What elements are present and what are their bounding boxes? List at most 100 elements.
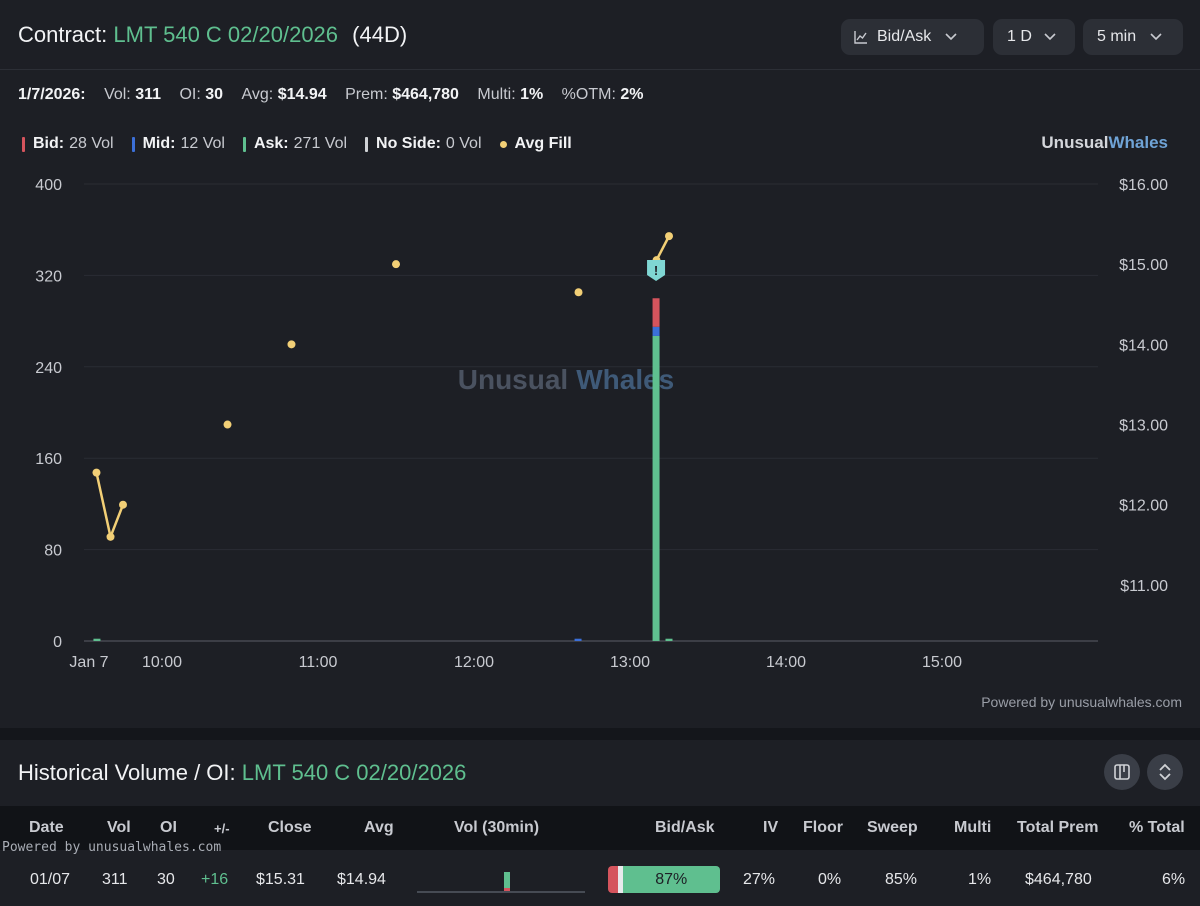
volume-bar-ask bbox=[93, 638, 101, 641]
y-left-tick-label: 240 bbox=[35, 360, 62, 377]
avg-fill-point bbox=[287, 340, 296, 349]
avg-fill-point bbox=[665, 232, 673, 241]
col-vol-30min[interactable]: Vol (30min) bbox=[454, 819, 540, 836]
avg-fill-line bbox=[655, 235, 671, 261]
legend-ask[interactable]: Ask: 271 Vol bbox=[242, 135, 348, 153]
col-total-prem[interactable]: Total Prem bbox=[1017, 819, 1099, 836]
sparkline-ask-bar bbox=[504, 872, 510, 891]
cell-pct-total: 6% bbox=[1162, 871, 1186, 888]
powered-by-footer[interactable]: Powered by unusualwhales.com bbox=[981, 694, 1182, 710]
legend-mid-label: Mid: bbox=[142, 135, 176, 152]
y-left-tick-label: 320 bbox=[35, 268, 62, 285]
col-bid-ask[interactable]: Bid/Ask bbox=[655, 819, 715, 836]
avg-fill-point bbox=[574, 288, 583, 297]
contract-title: Contract: LMT 540 C 02/20/2026 (44D) bbox=[18, 22, 407, 48]
contract-symbol[interactable]: LMT 540 C 02/20/2026 bbox=[113, 22, 339, 47]
avg-fill-swatch bbox=[499, 140, 507, 148]
cell-avg: $14.94 bbox=[337, 871, 386, 888]
chevron-down-icon bbox=[1044, 33, 1056, 41]
chart-grid bbox=[84, 183, 1098, 551]
alert-marker-icon[interactable]: ! bbox=[647, 260, 666, 281]
brand-logo: UnusualWhales bbox=[1041, 133, 1168, 153]
interval-label: 5 min bbox=[1097, 28, 1137, 45]
y-right-tick-label: $12.00 bbox=[1119, 498, 1168, 515]
bid-ask-ask-segment: 87% bbox=[622, 866, 720, 893]
legend-bid[interactable]: Bid: 28 Vol bbox=[22, 135, 114, 153]
legend-noside[interactable]: No Side: 0 Vol bbox=[365, 135, 482, 153]
volume-bar-mid bbox=[574, 638, 582, 641]
x-tick-label: 11:00 bbox=[299, 654, 338, 671]
alert-marker-label: ! bbox=[654, 263, 658, 278]
y-left-tick-label: 0 bbox=[53, 634, 62, 651]
x-tick-label: Jan 7 bbox=[69, 654, 108, 671]
col-oi[interactable]: OI bbox=[160, 819, 177, 836]
chevron-down-icon bbox=[945, 33, 957, 41]
col-multi[interactable]: Multi bbox=[954, 819, 992, 836]
stats-otm: 2% bbox=[620, 86, 644, 103]
columns-icon bbox=[1114, 764, 1130, 780]
volume-bar-mid bbox=[652, 326, 660, 336]
y-right-tick-label: $13.00 bbox=[1119, 418, 1168, 435]
stats-vol-label: Vol: bbox=[104, 86, 131, 103]
stats-date: 1/7/2026: bbox=[18, 86, 86, 103]
bid-ask-percent: 87% bbox=[655, 870, 688, 888]
stats-avg-label: Avg: bbox=[241, 86, 274, 103]
legend-avg-fill[interactable]: Avg Fill bbox=[499, 135, 577, 153]
x-tick-label: 14:00 bbox=[766, 654, 806, 671]
col-date[interactable]: Date bbox=[29, 819, 64, 836]
range-label: 1 D bbox=[1007, 28, 1032, 45]
volume-avg-fill-chart[interactable]: Unusual Whales 0 80 160 240 320 400 $11.00 $12.0… bbox=[0, 160, 1200, 680]
chart-mode-dropdown[interactable]: Bid/Ask bbox=[841, 19, 984, 55]
legend-ask-value: 271 Vol bbox=[293, 135, 348, 152]
legend-noside-label: No Side: bbox=[376, 135, 441, 152]
panel-header: Contract: LMT 540 C 02/20/2026 (44D) Bid… bbox=[0, 0, 1200, 70]
y-left-tick-label: 160 bbox=[35, 451, 62, 468]
legend-mid[interactable]: Mid: 12 Vol bbox=[131, 135, 225, 153]
avg-fill-point bbox=[92, 468, 101, 477]
cell-iv: 27% bbox=[743, 871, 776, 888]
vol-30min-sparkline bbox=[417, 872, 585, 893]
legend-avg-fill-label: Avg Fill bbox=[514, 135, 572, 152]
col-vol[interactable]: Vol bbox=[107, 819, 131, 836]
historical-title: Historical Volume / OI: LMT 540 C 02/20/… bbox=[18, 760, 466, 786]
interval-dropdown[interactable]: 5 min bbox=[1083, 19, 1183, 55]
stats-oi-label: OI: bbox=[179, 86, 201, 103]
legend-bid-label: Bid: bbox=[33, 135, 65, 152]
expand-collapse-button[interactable] bbox=[1147, 754, 1183, 790]
stats-multi: 1% bbox=[520, 86, 544, 103]
col-close[interactable]: Close bbox=[268, 819, 312, 836]
stats-prem: $464,780 bbox=[392, 86, 459, 103]
ask-swatch bbox=[242, 136, 246, 152]
contract-chart-panel: Contract: LMT 540 C 02/20/2026 (44D) Bid… bbox=[0, 0, 1200, 710]
col-pct-total[interactable]: % Total bbox=[1129, 819, 1185, 836]
col-change[interactable]: +/- bbox=[214, 821, 230, 836]
x-tick-label: 13:00 bbox=[610, 654, 650, 671]
historical-symbol[interactable]: LMT 540 C 02/20/2026 bbox=[241, 760, 467, 785]
col-avg[interactable]: Avg bbox=[364, 819, 394, 836]
avg-fill-point bbox=[119, 500, 127, 509]
stats-vol: 311 bbox=[135, 86, 162, 103]
chart-legend: Bid: 28 Vol Mid: 12 Vol Ask: 271 Vol No … bbox=[22, 135, 595, 153]
stats-multi-label: Multi: bbox=[477, 86, 516, 103]
historical-table-header: Date Vol OI +/- Close Avg Vol (30min) Bi… bbox=[0, 806, 1200, 850]
contract-label: Contract: bbox=[18, 22, 108, 47]
y-left-tick-label: 400 bbox=[35, 177, 62, 194]
col-floor[interactable]: Floor bbox=[803, 819, 843, 836]
col-sweep[interactable]: Sweep bbox=[867, 819, 918, 836]
alert-marker-shape bbox=[647, 260, 666, 281]
col-iv[interactable]: IV bbox=[763, 819, 779, 836]
avg-fill-point bbox=[106, 532, 115, 541]
bid-ask-bar: 87% bbox=[608, 866, 720, 893]
table-powered-by: Powered by unusualwhales.com bbox=[2, 840, 222, 855]
stats-avg: $14.94 bbox=[277, 86, 327, 103]
chevron-down-icon bbox=[1150, 33, 1162, 41]
range-dropdown[interactable]: 1 D bbox=[993, 19, 1075, 55]
column-settings-button[interactable] bbox=[1104, 754, 1140, 790]
historical-title-label: Historical Volume / OI: bbox=[18, 760, 236, 785]
cell-oi: 30 bbox=[157, 871, 175, 888]
daily-stats: 1/7/2026: Vol: 311 OI: 30 Avg: $14.94 Pr… bbox=[18, 86, 643, 104]
cell-change: +16 bbox=[201, 871, 229, 888]
line-chart-icon bbox=[854, 31, 867, 44]
x-tick-label: 12:00 bbox=[454, 654, 494, 671]
cell-multi: 1% bbox=[968, 871, 992, 888]
